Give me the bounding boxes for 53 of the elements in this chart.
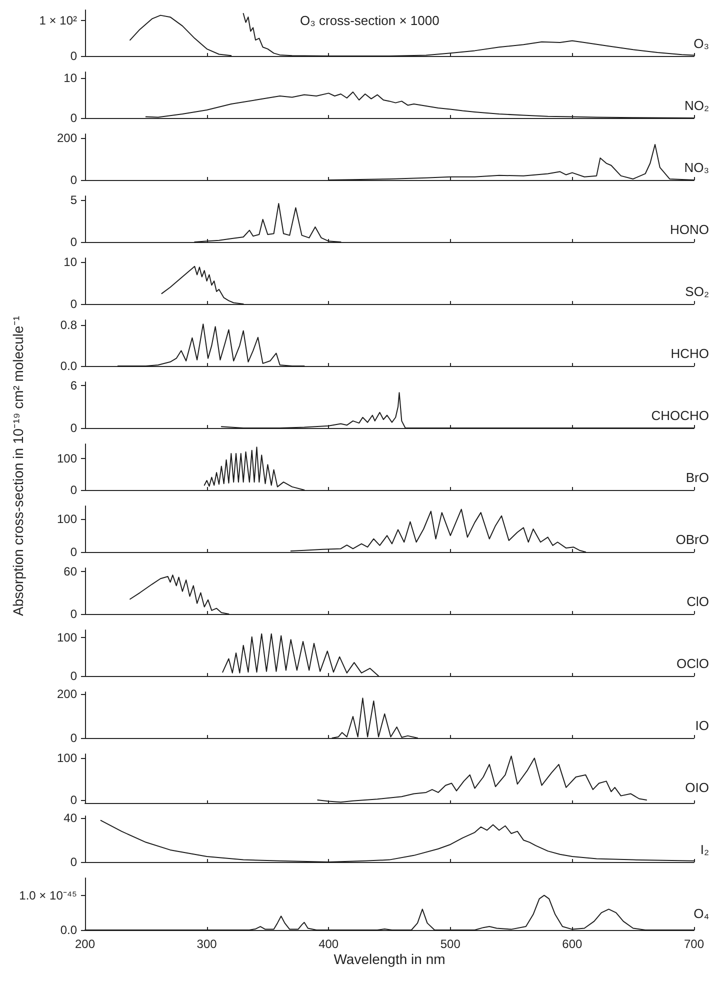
y-axis-title: Absorption cross-section in 10⁻¹⁹ cm² molecule⁻¹ <box>9 314 27 618</box>
series-label: CHOCHO <box>651 408 710 423</box>
text: ClO <box>686 594 709 609</box>
text: OIO <box>685 780 710 795</box>
text: SO₂ <box>685 284 710 299</box>
text: HONO <box>670 222 709 237</box>
text: BrO <box>686 470 710 485</box>
y-tick-label: 0 <box>70 173 78 187</box>
y-tick-label: 0 <box>70 421 78 435</box>
y-tick-label: 0 <box>70 49 78 63</box>
y-tick-label: 0 <box>70 545 78 559</box>
y-tick-label: 0 <box>70 483 78 497</box>
x-tick-label: 500 <box>440 937 461 951</box>
y-tick-label: 1 × 10² <box>39 14 77 28</box>
y-tick-label: 100 <box>56 451 78 466</box>
x-tick-label: 300 <box>196 937 218 951</box>
y-tick-label: 60 <box>64 564 78 579</box>
y-tick-label: 10 <box>64 71 78 85</box>
y-tick-label: 0 <box>70 235 78 249</box>
text: IO <box>695 718 710 733</box>
text: OBrO <box>676 532 710 547</box>
series-label: O₃ <box>694 36 709 51</box>
y-tick-label: 100 <box>56 512 78 526</box>
y-tick-label: 0 <box>70 607 78 621</box>
series-label: I₂ <box>700 842 710 857</box>
y-tick-label: 10 <box>64 255 78 270</box>
x-axis-title: Wavelength in nm <box>334 951 446 967</box>
y-tick-label: 6 <box>70 378 78 393</box>
x-tick-label: 600 <box>562 937 583 951</box>
y-tick-label: 0.0 <box>60 923 78 937</box>
series-label: O₄ <box>694 906 710 921</box>
series-label: NO₂ <box>684 98 709 113</box>
y-tick-label: 0 <box>70 669 78 683</box>
y-tick-label: 0 <box>70 793 78 807</box>
y-tick-label: 40 <box>64 811 78 826</box>
text: OClO <box>676 656 709 671</box>
y-tick-label: 0 <box>70 731 78 745</box>
x-tick-label: 700 <box>684 937 704 951</box>
y-tick-label: 100 <box>56 751 78 766</box>
y-tick-label: 5 <box>70 193 78 208</box>
x-tick-label: 400 <box>318 937 339 951</box>
y-tick-label: 100 <box>56 630 78 645</box>
y-tick-label: 0 <box>70 297 78 311</box>
y-tick-label: 0 <box>70 855 78 869</box>
y-tick-label: 0 <box>70 111 78 125</box>
annotation: O₃ cross-section × 1000 <box>300 13 440 28</box>
y-tick-label: 1.0 × 10⁻⁴⁵ <box>19 888 78 902</box>
y-tick-label: 0.8 <box>60 318 78 332</box>
series-label: NO₃ <box>684 160 710 175</box>
y-tick-label: 200 <box>56 687 78 702</box>
text: HCHO <box>670 346 710 361</box>
y-tick-label: 0.0 <box>60 359 78 373</box>
y-tick-label: 200 <box>56 131 78 146</box>
